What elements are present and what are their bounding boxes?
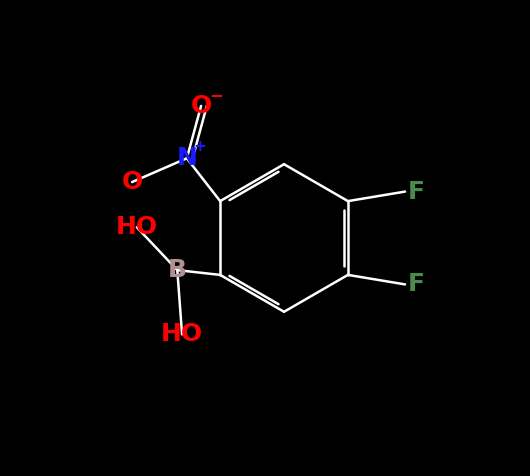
- Text: N: N: [176, 146, 197, 170]
- Text: HO: HO: [116, 215, 158, 239]
- Text: −: −: [209, 87, 223, 104]
- Text: O: O: [190, 94, 211, 118]
- Text: +: +: [194, 139, 207, 154]
- Text: F: F: [408, 179, 425, 204]
- Text: HO: HO: [161, 322, 203, 347]
- Text: O: O: [121, 170, 143, 194]
- Text: F: F: [408, 272, 425, 297]
- Text: B: B: [168, 258, 187, 282]
